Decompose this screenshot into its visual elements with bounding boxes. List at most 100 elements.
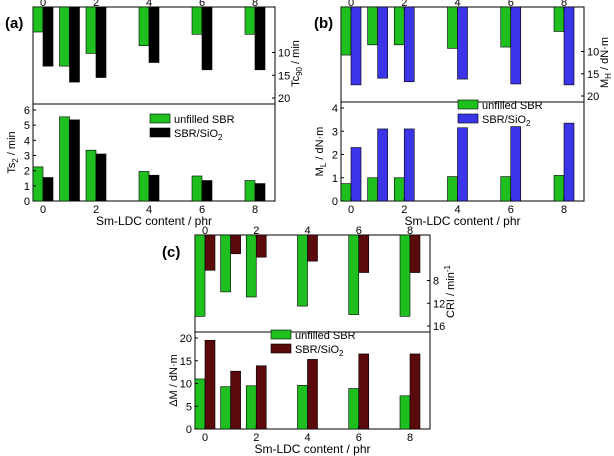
legend-label-c-2: SBR/SiO2	[295, 344, 344, 358]
xtick-label-b-bottom-0: 0	[348, 204, 354, 216]
ylabel-a-bottom: Ts2 / min	[6, 131, 20, 173]
xtick-label-a-top-1: 2	[93, 0, 99, 9]
legend-swatch-a-2	[149, 127, 171, 138]
bar-a-top-s1-2	[85, 6, 97, 54]
bar-b-bottom-s2-0	[350, 147, 362, 202]
bar-c-top-s1-5	[399, 234, 411, 317]
bar-b-bottom-s1-4	[500, 176, 512, 202]
legend-swatch-b-2	[457, 113, 479, 124]
bar-b-bottom-s2-1	[377, 128, 388, 202]
ytick-label-c-top-2: 16	[433, 321, 445, 333]
bar-c-bottom-s1-0	[194, 378, 206, 430]
ytick-label-c-bottom-4: 20	[180, 333, 192, 345]
bar-b-bottom-s2-4	[510, 126, 522, 202]
legend-label-b-1: unfilled SBR	[482, 100, 543, 112]
xtick-label-b-bottom-4: 8	[561, 204, 567, 216]
ylabel-a-top: Tc90 / min	[290, 40, 304, 87]
ylabel-c-bottom: ΔM / dN·m	[168, 354, 180, 407]
legend-label-b-2: SBR/SiO2	[482, 114, 531, 128]
bar-a-bottom-s1-2	[85, 149, 97, 202]
ytick-label-a-bottom-5: 5	[24, 120, 30, 132]
xtick-label-b-top-0: 0	[348, 0, 354, 9]
ytick-label-c-top-0: 8	[433, 276, 439, 288]
bar-c-bottom-s1-2	[245, 385, 257, 430]
legend-swatch-a-1	[149, 113, 171, 124]
xtick-label-b-top-1: 2	[401, 0, 407, 9]
bar-b-bottom-s1-5	[553, 175, 565, 202]
xtick-label-b-bottom-2: 4	[454, 204, 460, 216]
bar-c-top-s2-1	[230, 234, 241, 255]
bar-c-top-s2-5	[409, 234, 421, 273]
xtick-label-c-bottom-4: 8	[407, 432, 413, 444]
xlabel-c-bottom: Sm-LDC content / phr	[254, 442, 370, 456]
bar-b-bottom-s1-0	[340, 183, 352, 202]
ytick-label-a-bottom-0: 0	[24, 196, 30, 208]
ytick-label-b-bottom-0: 0	[332, 196, 338, 208]
legend-label-a-1: unfilled SBR	[174, 114, 235, 126]
bar-c-top-s1-2	[245, 234, 257, 298]
bar-a-top-s2-2	[95, 6, 107, 78]
xtick-label-a-top-2: 4	[146, 0, 152, 9]
xtick-label-a-bottom-3: 6	[199, 204, 205, 216]
bar-c-bottom-s2-5	[409, 353, 421, 430]
xtick-label-c-bottom-3: 6	[356, 432, 362, 444]
bar-a-top-s1-5	[244, 6, 256, 35]
bar-a-top-s1-4	[191, 6, 203, 35]
bar-a-bottom-s1-5	[244, 180, 256, 202]
xtick-label-a-bottom-0: 0	[40, 204, 46, 216]
bar-c-bottom-s2-0	[204, 339, 216, 430]
bar-a-top-s1-0	[32, 6, 44, 33]
xtick-label-c-top-0: 0	[202, 225, 208, 237]
bar-c-bottom-s1-3	[297, 385, 308, 430]
bar-c-bottom-s1-5	[399, 395, 411, 430]
bar-b-top-s2-0	[350, 6, 362, 86]
ylabel-b-bottom: ML / dN·m	[314, 127, 328, 177]
ytick-label-c-bottom-3: 15	[180, 356, 192, 368]
bar-a-top-s1-3	[138, 6, 150, 46]
ylabel-c-top: CRI / min-1	[443, 264, 457, 318]
ytick-label-a-bottom-1: 1	[24, 181, 30, 193]
bar-b-top-s1-1	[367, 6, 378, 46]
bar-a-bottom-s1-4	[191, 175, 203, 202]
xtick-label-b-top-4: 8	[561, 0, 567, 9]
legend-label-a-2: SBR/SiO2	[174, 128, 223, 142]
xtick-label-c-top-1: 2	[253, 225, 259, 237]
ytick-label-b-bottom-1: 1	[332, 173, 338, 185]
xtick-label-a-bottom-4: 8	[252, 204, 258, 216]
ytick-label-a-top-0: 10	[278, 48, 290, 60]
panel-label-a: (a)	[5, 15, 24, 32]
ytick-label-b-bottom-3: 3	[332, 126, 338, 138]
bar-c-bottom-s1-1	[220, 386, 231, 430]
bar-a-top-s2-3	[148, 6, 160, 63]
bar-c-bottom-s2-4	[358, 353, 370, 430]
panel-label-b: (b)	[314, 15, 334, 32]
bar-a-bottom-s2-1	[69, 119, 80, 202]
ytick-label-a-top-1: 15	[278, 70, 290, 82]
ytick-label-c-top-1: 12	[433, 298, 445, 310]
bar-a-bottom-s2-0	[42, 177, 54, 202]
bar-b-bottom-s1-1	[367, 177, 378, 202]
bar-c-top-s1-1	[220, 234, 231, 293]
ytick-label-b-top-0: 10	[587, 47, 599, 59]
bar-b-top-s1-3	[447, 6, 458, 49]
xtick-label-c-top-4: 8	[407, 225, 413, 237]
bar-c-top-s2-4	[358, 234, 370, 273]
bar-a-bottom-s2-4	[201, 180, 213, 202]
bar-b-bottom-s1-2	[393, 177, 405, 202]
ytick-label-b-top-1: 15	[587, 69, 599, 81]
bar-c-bottom-s2-2	[255, 365, 267, 430]
xtick-label-b-bottom-1: 2	[401, 204, 407, 216]
xlabel-b-bottom: Sm-LDC content / phr	[404, 214, 520, 228]
xtick-label-b-top-3: 6	[508, 0, 514, 9]
panel-label-c: (c)	[162, 244, 181, 261]
bar-b-top-s1-0	[340, 6, 352, 56]
bar-a-bottom-s1-3	[138, 171, 150, 202]
bar-b-top-s1-5	[553, 6, 565, 32]
bar-b-bottom-s2-3	[457, 127, 468, 202]
bar-c-bottom-s1-4	[348, 388, 360, 430]
xtick-label-a-bottom-2: 4	[146, 204, 152, 216]
xtick-label-c-bottom-2: 4	[304, 432, 310, 444]
bar-c-top-s1-3	[297, 234, 308, 307]
xtick-label-a-bottom-1: 2	[93, 204, 99, 216]
